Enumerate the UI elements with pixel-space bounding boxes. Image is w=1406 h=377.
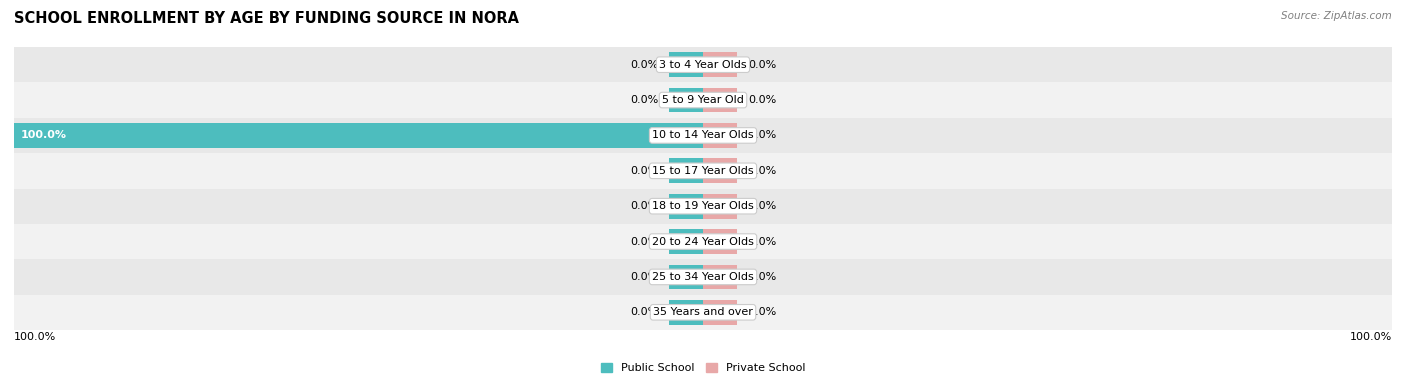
Text: 100.0%: 100.0% <box>1350 332 1392 342</box>
Text: 0.0%: 0.0% <box>748 272 776 282</box>
Bar <box>703 300 738 325</box>
Text: 100.0%: 100.0% <box>14 332 56 342</box>
Bar <box>669 52 703 77</box>
Bar <box>14 188 1392 224</box>
Bar <box>14 47 1392 83</box>
Bar <box>14 153 1392 188</box>
Text: 0.0%: 0.0% <box>748 201 776 211</box>
Bar <box>14 123 703 148</box>
Text: 0.0%: 0.0% <box>630 236 658 247</box>
Bar <box>703 158 738 183</box>
Text: 100.0%: 100.0% <box>21 130 67 141</box>
Bar <box>703 52 738 77</box>
Text: 5 to 9 Year Old: 5 to 9 Year Old <box>662 95 744 105</box>
Bar <box>14 118 1392 153</box>
Text: 25 to 34 Year Olds: 25 to 34 Year Olds <box>652 272 754 282</box>
Text: 0.0%: 0.0% <box>748 95 776 105</box>
Bar <box>703 265 738 289</box>
Bar <box>669 265 703 289</box>
Text: 0.0%: 0.0% <box>630 272 658 282</box>
Text: 0.0%: 0.0% <box>748 166 776 176</box>
Bar <box>14 259 1392 294</box>
Bar <box>669 194 703 219</box>
Text: 0.0%: 0.0% <box>630 166 658 176</box>
Text: 0.0%: 0.0% <box>748 236 776 247</box>
Bar <box>703 229 738 254</box>
Text: 18 to 19 Year Olds: 18 to 19 Year Olds <box>652 201 754 211</box>
Text: 0.0%: 0.0% <box>748 130 776 141</box>
Text: 0.0%: 0.0% <box>630 95 658 105</box>
Bar <box>703 88 738 112</box>
Text: 20 to 24 Year Olds: 20 to 24 Year Olds <box>652 236 754 247</box>
Text: 0.0%: 0.0% <box>630 201 658 211</box>
Text: 3 to 4 Year Olds: 3 to 4 Year Olds <box>659 60 747 70</box>
Text: 10 to 14 Year Olds: 10 to 14 Year Olds <box>652 130 754 141</box>
Text: 35 Years and over: 35 Years and over <box>652 307 754 317</box>
Text: 0.0%: 0.0% <box>630 60 658 70</box>
Text: 15 to 17 Year Olds: 15 to 17 Year Olds <box>652 166 754 176</box>
Legend: Public School, Private School: Public School, Private School <box>596 359 810 377</box>
Bar <box>14 83 1392 118</box>
Bar <box>669 158 703 183</box>
Bar <box>703 194 738 219</box>
Text: 0.0%: 0.0% <box>748 60 776 70</box>
Bar <box>669 300 703 325</box>
Bar <box>703 123 738 148</box>
Bar <box>14 294 1392 330</box>
Bar <box>669 229 703 254</box>
Bar <box>14 224 1392 259</box>
Text: Source: ZipAtlas.com: Source: ZipAtlas.com <box>1281 11 1392 21</box>
Bar <box>669 88 703 112</box>
Text: SCHOOL ENROLLMENT BY AGE BY FUNDING SOURCE IN NORA: SCHOOL ENROLLMENT BY AGE BY FUNDING SOUR… <box>14 11 519 26</box>
Text: 0.0%: 0.0% <box>748 307 776 317</box>
Text: 0.0%: 0.0% <box>630 307 658 317</box>
